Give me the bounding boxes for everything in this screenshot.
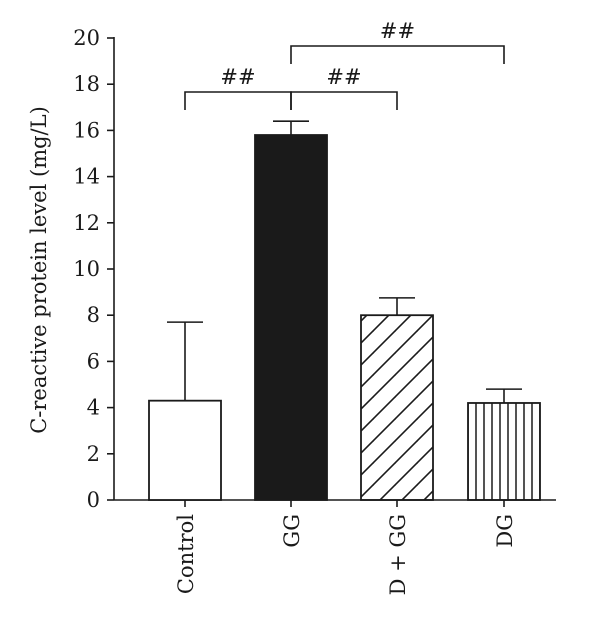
- significance-label: ##: [380, 19, 415, 43]
- bars: Control GG D + GG DG: [148, 120, 541, 595]
- y-tick-label: 2: [87, 442, 100, 466]
- significance-brackets: ## ## ##: [184, 19, 505, 110]
- y-tick-label: 20: [73, 26, 100, 50]
- axes: 0 2 4 6 8 10 12 14 16 18 20: [73, 26, 556, 512]
- y-tick-label: 10: [73, 257, 100, 281]
- y-tick-label: 6: [87, 349, 100, 373]
- x-tick-label: GG: [280, 514, 304, 548]
- significance-bracket: [184, 91, 292, 110]
- significance-bracket: [290, 91, 398, 110]
- y-tick-label: 14: [73, 165, 100, 189]
- bar-gg: [254, 134, 328, 501]
- y-tick-label: 12: [73, 211, 100, 235]
- bar-d-gg: [360, 314, 434, 501]
- bar-dg: [467, 402, 541, 501]
- y-tick-label: 18: [73, 72, 100, 96]
- significance-label: ##: [220, 65, 255, 89]
- y-axis-label: C-reactive protein level (mg/L): [27, 106, 51, 434]
- y-tick-label: 4: [87, 396, 100, 420]
- bar-control: [148, 399, 222, 501]
- x-tick-label: Control: [174, 514, 198, 594]
- y-tick-label: 0: [87, 488, 100, 512]
- significance-label: ##: [326, 65, 361, 89]
- x-tick-label: DG: [493, 514, 517, 548]
- y-tick-label: 16: [73, 118, 100, 142]
- y-tick-label: 8: [87, 303, 100, 327]
- significance-bracket: [290, 45, 505, 64]
- x-tick-label: D + GG: [386, 514, 410, 595]
